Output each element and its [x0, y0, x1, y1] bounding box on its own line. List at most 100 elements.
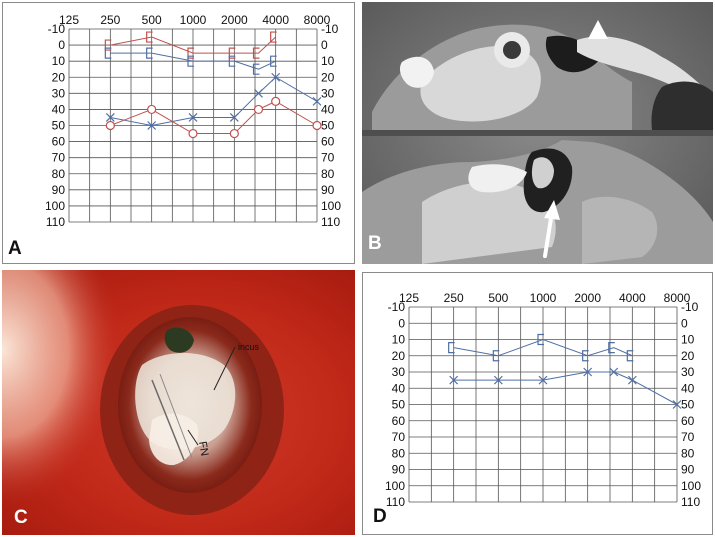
panel-c-surgical-photo: incus FN C: [2, 270, 355, 535]
series-line-1: [110, 52, 276, 70]
circle-marker: [188, 128, 198, 139]
x-tick-label: 250: [444, 291, 464, 305]
y-tick-label-right: 40: [681, 381, 695, 395]
y-tick-label-right: 30: [681, 365, 695, 379]
y-tick-label-right: 70: [321, 151, 335, 165]
x-tick-label: 1000: [530, 291, 557, 305]
series-line-0: [453, 338, 633, 357]
y-tick-label-left: 40: [392, 381, 406, 395]
y-tick-label-left: 70: [52, 151, 66, 165]
y-tick-label-left: -10: [388, 300, 406, 314]
panel-b-ct-scan: B: [362, 2, 713, 264]
y-tick-label-left: 70: [392, 430, 406, 444]
y-tick-label-right: 20: [321, 70, 335, 84]
y-tick-label-right: 20: [681, 349, 695, 363]
bracket-marker: [252, 47, 260, 59]
panel-label-a: A: [8, 238, 22, 259]
bracket-marker: [187, 47, 194, 59]
y-tick-label-left: 20: [52, 70, 66, 84]
y-tick-label-left: 30: [52, 86, 66, 100]
y-tick-label-left: 110: [386, 495, 405, 509]
y-tick-label-right: 110: [321, 215, 340, 229]
y-tick-label-right: -10: [681, 300, 699, 314]
y-tick-label-right: 10: [681, 333, 695, 347]
y-tick-label-left: 0: [398, 316, 405, 330]
circle-marker: [271, 96, 281, 106]
y-tick-label-left: 60: [392, 414, 406, 428]
y-tick-label-right: 60: [321, 135, 335, 149]
bracket-marker: [228, 47, 236, 59]
y-tick-label-left: 50: [52, 119, 66, 133]
bracket-marker: [448, 342, 455, 354]
annotation-incus: incus: [238, 342, 260, 352]
y-tick-label-left: 80: [52, 167, 66, 181]
circle-marker: [312, 120, 322, 131]
y-tick-label-left: 0: [58, 38, 65, 52]
x-tick-label: 8000: [304, 13, 331, 27]
y-tick-label-left: 100: [45, 199, 65, 213]
x-tick-label: 500: [142, 13, 162, 27]
y-tick-label-right: 40: [321, 102, 335, 116]
y-tick-label-left: 50: [392, 398, 406, 412]
y-tick-label-left: 10: [392, 333, 406, 347]
x-marker: [271, 72, 281, 82]
bracket-marker: [146, 31, 153, 43]
series-line-0: [110, 36, 277, 54]
panel-label-d: D: [373, 506, 387, 527]
y-tick-label-left: 80: [392, 446, 406, 460]
circle-marker: [229, 128, 239, 139]
x-marker: [672, 400, 682, 409]
bracket-marker: [104, 47, 112, 59]
arrow-marker-icon: [544, 200, 560, 220]
panel-d-audiogram: 125 250 500 1000 2000 4000 8000 -10 -10 0 0 10 10 20 2…: [362, 272, 713, 535]
bracket-marker: [492, 350, 500, 362]
circle-marker: [105, 120, 115, 131]
circle-marker: [253, 104, 264, 115]
y-tick-label-right: -10: [321, 22, 339, 36]
x-tick-label: 125: [399, 291, 419, 305]
x-marker: [538, 375, 548, 385]
y-tick-label-left: 90: [52, 183, 66, 197]
x-marker: [609, 367, 619, 377]
x-marker: [449, 375, 459, 385]
bracket-marker: [626, 350, 634, 362]
x-marker: [583, 367, 593, 377]
panel-label-b: B: [368, 233, 382, 254]
x-tick-label: 2000: [221, 13, 248, 27]
x-tick-label: 250: [100, 13, 120, 27]
y-tick-label-right: 80: [681, 446, 695, 460]
y-tick-label-right: 10: [321, 54, 335, 68]
x-tick-label: 4000: [262, 13, 289, 27]
bracket-marker: [608, 342, 615, 354]
surgical-photo-image: incus FN: [2, 270, 355, 535]
panel-label-c: C: [14, 507, 28, 528]
bracket-marker: [537, 333, 544, 346]
y-tick-label-right: 100: [321, 199, 341, 213]
bracket-marker: [187, 55, 194, 67]
y-tick-label-right: 70: [681, 430, 695, 444]
y-tick-label-right: 80: [321, 167, 335, 181]
y-tick-label-right: 30: [321, 86, 335, 100]
x-tick-label: 8000: [664, 291, 691, 305]
y-tick-label-right: 60: [681, 414, 695, 428]
y-tick-label-left: 100: [385, 479, 405, 493]
x-marker: [105, 113, 115, 122]
bracket-marker: [270, 31, 277, 43]
y-tick-label-right: 90: [321, 183, 335, 197]
x-tick-label: 500: [488, 291, 508, 305]
y-tick-label-left: 110: [46, 215, 65, 229]
triangle-marker-icon: [588, 20, 608, 39]
bracket-marker: [582, 350, 589, 362]
x-tick-label: 2000: [574, 291, 601, 305]
x-marker: [188, 113, 198, 122]
y-tick-label-right: 90: [681, 463, 695, 477]
bracket-marker: [228, 55, 236, 67]
y-tick-label-right: 0: [681, 316, 688, 330]
panel-a-audiogram: 125 250 500 1000 2000 4000 8000 -10 -10 0 0 10 10 20 2…: [2, 2, 355, 264]
x-marker: [147, 121, 157, 130]
bracket-marker: [104, 39, 112, 51]
y-tick-label-right: 50: [321, 119, 335, 133]
x-marker: [493, 375, 503, 385]
